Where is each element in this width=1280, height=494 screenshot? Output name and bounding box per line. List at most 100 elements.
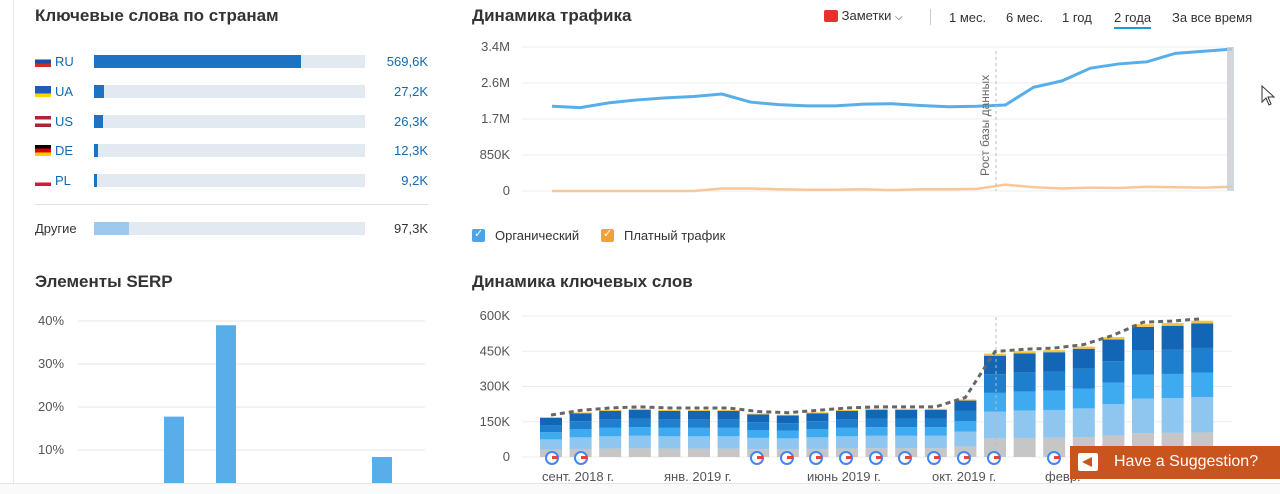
keyword-bar-segment	[1043, 352, 1066, 372]
country-value[interactable]: 9,2K	[401, 173, 428, 189]
suggestion-button[interactable]: Have a Suggestion?	[1070, 446, 1280, 479]
keyword-bar-segment	[984, 411, 1006, 439]
country-fill	[94, 114, 104, 128]
google-icon-bar	[787, 456, 793, 459]
country-value[interactable]: 26,3K	[394, 113, 428, 129]
keyword-bar-segment	[954, 431, 977, 447]
megaphone-icon	[1078, 453, 1098, 471]
country-row[interactable]: US 26,3K	[35, 114, 428, 130]
period-6m[interactable]: 6 мес.	[1006, 10, 1044, 25]
keyword-bar-segment	[1191, 320, 1214, 324]
y-tick-label: 30%	[38, 356, 64, 371]
country-fill	[94, 55, 302, 68]
organic-checkbox[interactable]: ✓	[472, 228, 485, 242]
keyword-bar-segment	[865, 418, 888, 428]
keyword-bar-segment	[806, 429, 829, 438]
paid-checkbox[interactable]: ✓	[601, 228, 614, 242]
keyword-bar-segment	[717, 410, 740, 420]
keyword-bar-segment	[628, 408, 651, 410]
country-row[interactable]: RU 569,6K	[35, 54, 428, 70]
keyword-bar-segment	[806, 421, 829, 430]
serp-chart: 40% 30% 20% 10%	[38, 313, 425, 485]
keyword-bar-segment	[1191, 397, 1214, 433]
keyword-bar-segment	[776, 430, 799, 439]
keyword-bar-segment	[776, 438, 799, 450]
period-2y[interactable]: 2 года	[1114, 10, 1152, 29]
keyword-bar-segment	[776, 423, 799, 431]
keyword-bar-segment	[1072, 388, 1095, 409]
country-row[interactable]: PL 9,2K	[35, 173, 428, 189]
country-code[interactable]: PL	[55, 173, 71, 189]
country-other-label: Другие	[35, 221, 77, 236]
country-fill	[94, 174, 98, 188]
keyword-bar-segment	[1102, 339, 1125, 362]
keyword-bar-segment	[865, 427, 888, 436]
y-tick-label: 150K	[480, 414, 511, 429]
country-fill	[94, 84, 105, 98]
keyword-bar-segment	[569, 413, 592, 422]
flag-icon	[35, 145, 51, 157]
country-fill	[94, 144, 99, 158]
keyword-bar-segment	[895, 409, 918, 419]
range-handle	[1227, 47, 1234, 191]
keyword-bar-segment	[895, 435, 918, 449]
keyword-bar-segment	[540, 439, 562, 450]
keyword-bar-segment	[954, 410, 977, 422]
keyword-bar-segment	[628, 427, 651, 436]
country-value[interactable]: 569,6K	[386, 54, 428, 69]
left-border	[13, 0, 14, 494]
keyword-bar-segment	[628, 448, 651, 457]
google-icon-bar	[876, 456, 882, 459]
country-row[interactable]: DE 12,3K	[35, 143, 428, 159]
keyword-bar-segment	[1072, 408, 1095, 438]
google-icon-bar	[757, 456, 763, 459]
keyword-bar-segment	[806, 437, 829, 449]
x-tick-label: июнь 2019 г.	[807, 469, 881, 484]
keyword-bar-segment	[1043, 390, 1066, 410]
x-tick-label: янв. 2019 г.	[664, 469, 732, 484]
keyword-bar-segment	[1043, 409, 1066, 438]
country-code[interactable]: US	[55, 113, 74, 129]
keyword-bar-segment	[1191, 347, 1214, 373]
keyword-bar-segment	[895, 418, 918, 428]
country-code[interactable]: DE	[55, 143, 74, 159]
y-tick-label: 0	[503, 183, 510, 198]
keyword-bar-segment	[984, 355, 1006, 375]
keyword-bar-segment	[1102, 382, 1125, 405]
countries-title: Ключевые слова по странам	[35, 6, 279, 25]
keyword-bar-segment	[924, 435, 947, 449]
y-tick-label: 0	[503, 449, 510, 464]
keyword-bar-segment	[865, 408, 888, 410]
keyword-bar-segment	[717, 410, 740, 411]
country-row[interactable]: UA 27,2K	[35, 84, 428, 100]
keyword-bar-segment	[1161, 325, 1184, 350]
keyword-bar-segment	[658, 419, 681, 428]
keywords-title: Динамика ключевых слов	[472, 272, 693, 291]
country-code[interactable]: RU	[55, 54, 74, 69]
keyword-bar-segment	[954, 421, 977, 432]
period-1m[interactable]: 1 мес.	[949, 10, 987, 25]
keyword-bar-segment	[1013, 391, 1036, 411]
keyword-bar-segment	[806, 413, 829, 422]
keyword-bar-segment	[984, 392, 1006, 412]
keyword-bar-segment	[1161, 373, 1184, 399]
keyword-bar-segment	[658, 436, 681, 449]
cursor-icon	[1261, 85, 1276, 106]
country-value[interactable]: 27,2K	[394, 83, 428, 99]
country-row-other[interactable]: Другие 97,3K	[35, 221, 428, 237]
period-all[interactable]: За все время	[1172, 10, 1253, 25]
country-code[interactable]: UA	[55, 83, 74, 99]
period-1y[interactable]: 1 год	[1062, 10, 1092, 25]
keyword-bar-segment	[540, 417, 562, 426]
google-icon-bar	[552, 456, 558, 459]
country-other-track	[94, 222, 365, 235]
keyword-bar-segment	[599, 419, 622, 428]
google-icon-bar	[1054, 456, 1060, 459]
keyword-bar-segment	[1161, 398, 1184, 433]
notes-button[interactable]: Заметки ⌵	[824, 8, 903, 23]
keyword-bar-segment	[599, 410, 622, 411]
serp-title: Элементы SERP	[35, 272, 173, 291]
flag-icon	[35, 175, 51, 187]
keyword-bar-segment	[717, 419, 740, 428]
country-value[interactable]: 12,3K	[394, 143, 428, 159]
